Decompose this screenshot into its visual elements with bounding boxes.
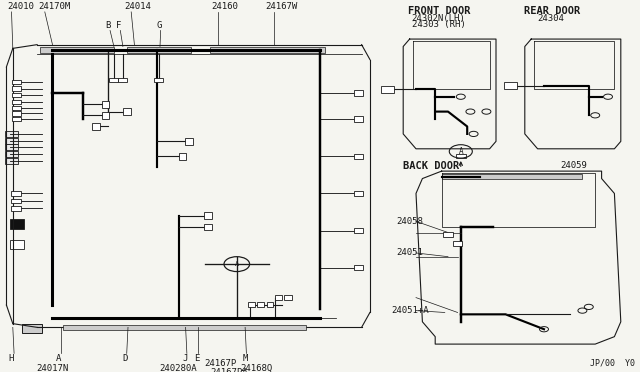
Bar xyxy=(204,212,212,219)
Bar xyxy=(12,93,22,97)
Bar xyxy=(102,112,109,119)
Bar xyxy=(118,78,127,82)
Text: 24058: 24058 xyxy=(397,217,424,226)
Bar xyxy=(354,228,363,233)
Bar xyxy=(443,232,453,237)
Text: E: E xyxy=(195,354,200,363)
Text: H: H xyxy=(9,354,14,363)
Bar xyxy=(12,80,22,84)
Bar xyxy=(381,86,394,93)
Bar xyxy=(5,144,18,150)
Bar xyxy=(354,154,363,159)
Bar xyxy=(12,100,22,104)
Text: 24304: 24304 xyxy=(538,14,564,23)
Text: 24014: 24014 xyxy=(125,2,152,11)
Text: B: B xyxy=(105,21,110,30)
Bar xyxy=(40,46,114,53)
Bar xyxy=(22,324,42,333)
Text: 240280A: 240280A xyxy=(159,364,196,372)
Text: 24167PA: 24167PA xyxy=(211,368,248,372)
Text: 24167P: 24167P xyxy=(205,359,237,368)
Bar xyxy=(179,153,186,160)
Bar xyxy=(354,191,363,196)
Bar xyxy=(442,174,582,179)
Text: FRONT DOOR: FRONT DOOR xyxy=(408,6,471,16)
Bar xyxy=(504,82,517,89)
Text: A: A xyxy=(458,147,463,156)
Bar xyxy=(102,101,109,108)
Bar xyxy=(11,206,21,211)
Text: 24160: 24160 xyxy=(211,2,238,11)
Bar xyxy=(453,241,462,246)
Bar xyxy=(5,158,18,164)
Text: 24051+A: 24051+A xyxy=(392,306,429,315)
Bar xyxy=(354,265,363,270)
Text: 24059: 24059 xyxy=(560,161,587,170)
Bar xyxy=(210,46,325,53)
Text: D: D xyxy=(122,354,127,363)
Text: 24010: 24010 xyxy=(8,2,35,11)
Bar xyxy=(12,86,22,91)
Bar xyxy=(127,46,191,53)
Text: 24303 (RH): 24303 (RH) xyxy=(412,20,465,29)
Bar xyxy=(248,301,255,307)
Bar xyxy=(257,301,264,307)
Bar xyxy=(11,191,21,196)
Bar xyxy=(456,154,466,158)
Bar xyxy=(354,90,363,96)
Text: J: J xyxy=(183,354,188,363)
Text: JP/00  Y0: JP/00 Y0 xyxy=(590,359,635,368)
Text: 24051: 24051 xyxy=(397,248,424,257)
Bar xyxy=(354,116,363,122)
Bar xyxy=(12,106,22,110)
Bar xyxy=(275,295,282,300)
Bar xyxy=(109,78,118,82)
Bar xyxy=(5,131,18,137)
Text: G: G xyxy=(156,21,161,30)
Text: 24302N(LH): 24302N(LH) xyxy=(412,14,465,23)
Bar xyxy=(123,108,131,115)
Bar xyxy=(284,295,292,300)
Bar xyxy=(11,199,21,203)
Text: A: A xyxy=(56,354,61,363)
Bar xyxy=(267,301,273,307)
Text: REAR DOOR: REAR DOOR xyxy=(524,6,580,16)
Bar xyxy=(154,78,163,82)
Bar xyxy=(10,219,24,229)
Text: BACK DOOR: BACK DOOR xyxy=(403,161,460,170)
Bar xyxy=(5,151,18,157)
Text: A: A xyxy=(235,261,239,267)
Text: 24170M: 24170M xyxy=(38,2,70,11)
Bar xyxy=(12,117,22,121)
Text: M: M xyxy=(243,354,248,363)
Bar xyxy=(5,138,18,144)
Bar xyxy=(185,138,193,145)
Text: F: F xyxy=(116,21,121,30)
Text: 24167W: 24167W xyxy=(266,2,298,11)
Text: 24168Q: 24168Q xyxy=(240,364,272,372)
Bar xyxy=(10,240,24,249)
Text: 24017N: 24017N xyxy=(36,364,68,372)
Bar xyxy=(204,224,212,230)
Bar xyxy=(92,123,100,130)
Bar xyxy=(12,111,22,116)
Bar xyxy=(63,325,306,330)
